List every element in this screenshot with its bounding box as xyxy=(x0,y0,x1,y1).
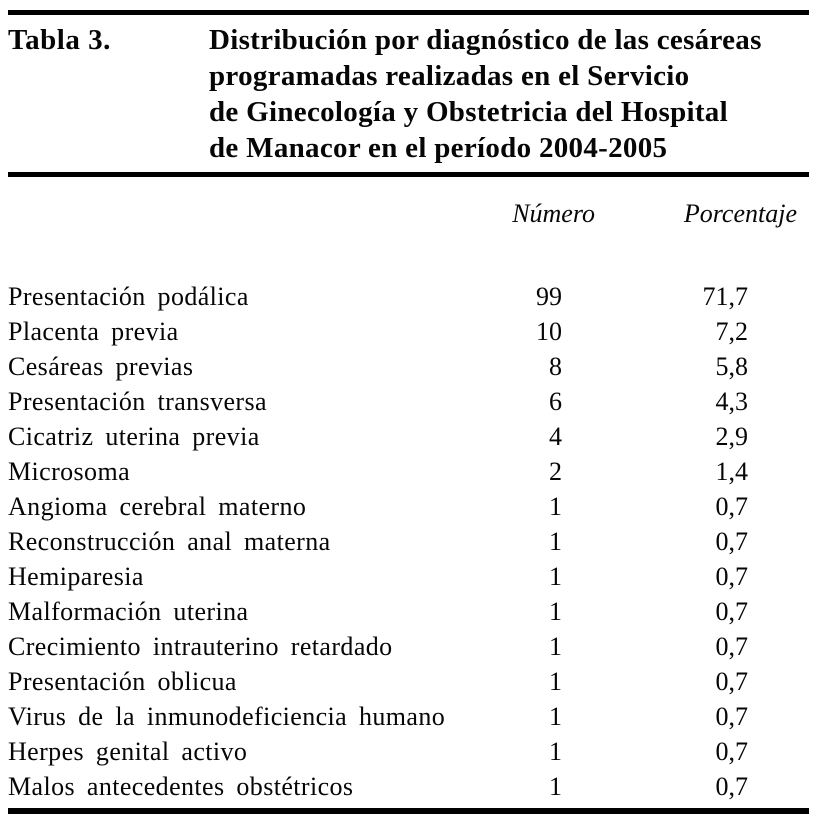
diagnosis-cell: Presentación podálica xyxy=(8,282,249,311)
porcentaje-cell: 0,7 xyxy=(715,702,749,731)
table-row: Malformación uterina 1 0,7 xyxy=(8,594,809,629)
numero-cell: 10 xyxy=(536,317,562,346)
table-body: Presentación podálica 99 71,7 Placenta p… xyxy=(8,279,809,804)
porcentaje-cell: 4,3 xyxy=(715,387,749,416)
diagnosis-cell: Cicatriz uterina previa xyxy=(8,422,260,451)
table-title-line: programadas realizadas en el Servicio xyxy=(209,60,690,92)
diagnosis-column-header xyxy=(8,196,475,231)
porcentaje-cell: 1,4 xyxy=(715,457,749,486)
table-row: Crecimiento intrauterino retardado 1 0,7 xyxy=(8,629,809,664)
diagnosis-cell: Herpes genital activo xyxy=(8,737,248,766)
table-row: Presentación transversa 6 4,3 xyxy=(8,384,809,419)
table-row: Hemiparesia 1 0,7 xyxy=(8,559,809,594)
diagnosis-cell: Hemiparesia xyxy=(8,562,144,591)
diagnosis-cell: Malformación uterina xyxy=(8,597,249,626)
table-row: Herpes genital activo 1 0,7 xyxy=(8,734,809,769)
table-row: Microsoma 2 1,4 xyxy=(8,454,809,489)
porcentaje-cell: 71,7 xyxy=(702,282,749,311)
numero-cell: 2 xyxy=(549,457,562,486)
diagnosis-cell: Virus de la inmunodeficiencia humano xyxy=(8,702,446,731)
diagnosis-cell: Angioma cerebral materno xyxy=(8,492,307,521)
table-row: Placenta previa 10 7,2 xyxy=(8,314,809,349)
table-title: Distribución por diagnóstico de las cesá… xyxy=(209,22,809,166)
table-row: Virus de la inmunodeficiencia humano 1 0… xyxy=(8,699,809,734)
porcentaje-cell: 0,7 xyxy=(715,527,749,556)
bottom-rule xyxy=(8,808,809,814)
table-row: Angioma cerebral materno 1 0,7 xyxy=(8,489,809,524)
numero-cell: 1 xyxy=(549,527,562,556)
numero-cell: 8 xyxy=(549,352,562,381)
diagnosis-cell: Placenta previa xyxy=(8,317,179,346)
porcentaje-cell: 5,8 xyxy=(715,352,749,381)
porcentaje-cell: 7,2 xyxy=(715,317,749,346)
numero-cell: 1 xyxy=(549,702,562,731)
diagnosis-cell: Crecimiento intrauterino retardado xyxy=(8,632,393,661)
table-title-line: Distribución por diagnóstico de las cesá… xyxy=(209,24,762,56)
porcentaje-cell: 0,7 xyxy=(715,667,749,696)
numero-cell: 1 xyxy=(549,772,562,801)
diagnosis-cell: Presentación transversa xyxy=(8,387,267,416)
porcentaje-column-header: Porcentaje xyxy=(683,199,797,228)
porcentaje-cell: 2,9 xyxy=(715,422,749,451)
diagnosis-cell: Presentación oblicua xyxy=(8,667,237,696)
table-row: Malos antecedentes obstétricos 1 0,7 xyxy=(8,769,809,804)
numero-cell: 1 xyxy=(549,597,562,626)
table-row: Presentación oblicua 1 0,7 xyxy=(8,664,809,699)
numero-cell: 99 xyxy=(536,282,562,311)
diagnosis-cell: Microsoma xyxy=(8,457,131,486)
numero-cell: 1 xyxy=(549,737,562,766)
column-header-row: Número Porcentaje xyxy=(8,196,809,231)
table-label: Tabla 3. xyxy=(8,24,111,56)
porcentaje-cell: 0,7 xyxy=(715,632,749,661)
porcentaje-cell: 0,7 xyxy=(715,772,749,801)
numero-cell: 1 xyxy=(549,492,562,521)
table-caption: Tabla 3. Distribución por diagnóstico de… xyxy=(8,22,809,166)
porcentaje-cell: 0,7 xyxy=(715,597,749,626)
porcentaje-cell: 0,7 xyxy=(715,562,749,591)
diagnosis-cell: Malos antecedentes obstétricos xyxy=(8,772,354,801)
numero-cell: 4 xyxy=(549,422,562,451)
header-rule xyxy=(8,172,809,177)
table-row: Cesáreas previas 8 5,8 xyxy=(8,349,809,384)
table-title-line: de Ginecología y Obstetricia del Hospita… xyxy=(209,96,728,128)
table-row: Presentación podálica 99 71,7 xyxy=(8,279,809,314)
table-row: Cicatriz uterina previa 4 2,9 xyxy=(8,419,809,454)
table-title-line: de Manacor en el período 2004-2005 xyxy=(209,132,668,164)
diagnosis-cell: Cesáreas previas xyxy=(8,352,194,381)
table-row: Reconstrucción anal materna 1 0,7 xyxy=(8,524,809,559)
porcentaje-cell: 0,7 xyxy=(715,737,749,766)
numero-cell: 1 xyxy=(549,562,562,591)
numero-cell: 1 xyxy=(549,632,562,661)
porcentaje-cell: 0,7 xyxy=(715,492,749,521)
numero-column-header: Número xyxy=(512,199,595,228)
numero-cell: 1 xyxy=(549,667,562,696)
top-rule xyxy=(8,10,809,15)
diagnosis-cell: Reconstrucción anal materna xyxy=(8,527,331,556)
numero-cell: 6 xyxy=(549,387,562,416)
